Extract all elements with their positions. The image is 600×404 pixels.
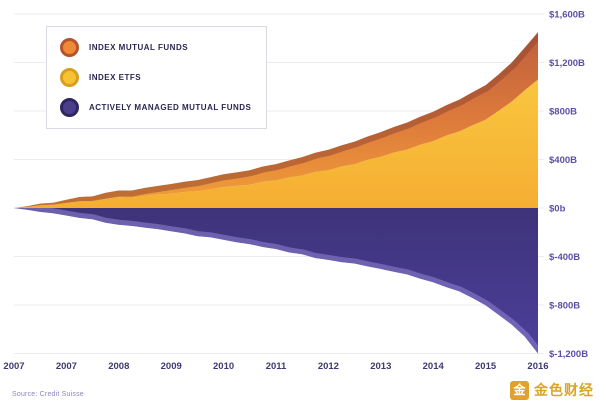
legend-item-actively-managed: ACTIVELY MANAGED MUTUAL FUNDS [60,98,251,117]
svg-text:$800B: $800B [549,107,577,118]
index-mutual-funds-swatch-icon [60,38,79,57]
y-axis-labels: $1,600B $1,200B $800B $400B $0b $-400B $-800B $… [549,10,588,361]
index-etfs-swatch-icon [60,68,79,87]
area-actively-managed [14,208,538,354]
svg-text:$0b: $0b [549,204,566,215]
legend-label: INDEX MUTUAL FUNDS [89,43,189,52]
svg-text:2012: 2012 [318,361,339,372]
svg-text:$-1,200B: $-1,200B [549,349,588,360]
area-index-mutual-funds-edge [14,32,538,209]
legend: INDEX MUTUAL FUNDS INDEX ETFS ACTIVELY M… [46,26,268,129]
legend-label: INDEX ETFS [89,73,142,82]
area-index-etfs [14,79,538,208]
gold-finance-logo-icon: 金 [510,380,529,400]
watermark: 金 金色财经 [510,380,594,400]
svg-text:$-400B: $-400B [549,252,580,263]
actively-managed-swatch-icon [60,98,79,117]
svg-text:2011: 2011 [266,361,287,372]
svg-text:2007: 2007 [3,361,24,372]
svg-text:2009: 2009 [161,361,182,372]
legend-label: ACTIVELY MANAGED MUTUAL FUNDS [89,103,252,112]
x-axis-labels: 2007 2007 2008 2009 2010 2011 2012 2013 2014 2015… [3,361,548,372]
legend-item-index-etfs: INDEX ETFS [60,68,251,87]
source-note: Source: Credit Suisse [12,391,84,398]
svg-text:2016: 2016 [527,361,548,372]
svg-text:$400B: $400B [549,155,577,166]
svg-text:2014: 2014 [423,361,445,372]
svg-text:$-800B: $-800B [549,301,580,312]
svg-text:2015: 2015 [475,361,497,372]
svg-text:2007: 2007 [56,361,77,372]
watermark-text: 金色财经 [534,382,594,398]
svg-text:2008: 2008 [108,361,129,372]
svg-text:2010: 2010 [213,361,234,372]
legend-item-index-mutual-funds: INDEX MUTUAL FUNDS [60,38,251,57]
svg-text:$1,200B: $1,200B [549,58,585,69]
svg-text:$1,600B: $1,600B [549,10,585,21]
area-index-mutual-funds [14,32,538,209]
svg-text:2013: 2013 [370,361,391,372]
